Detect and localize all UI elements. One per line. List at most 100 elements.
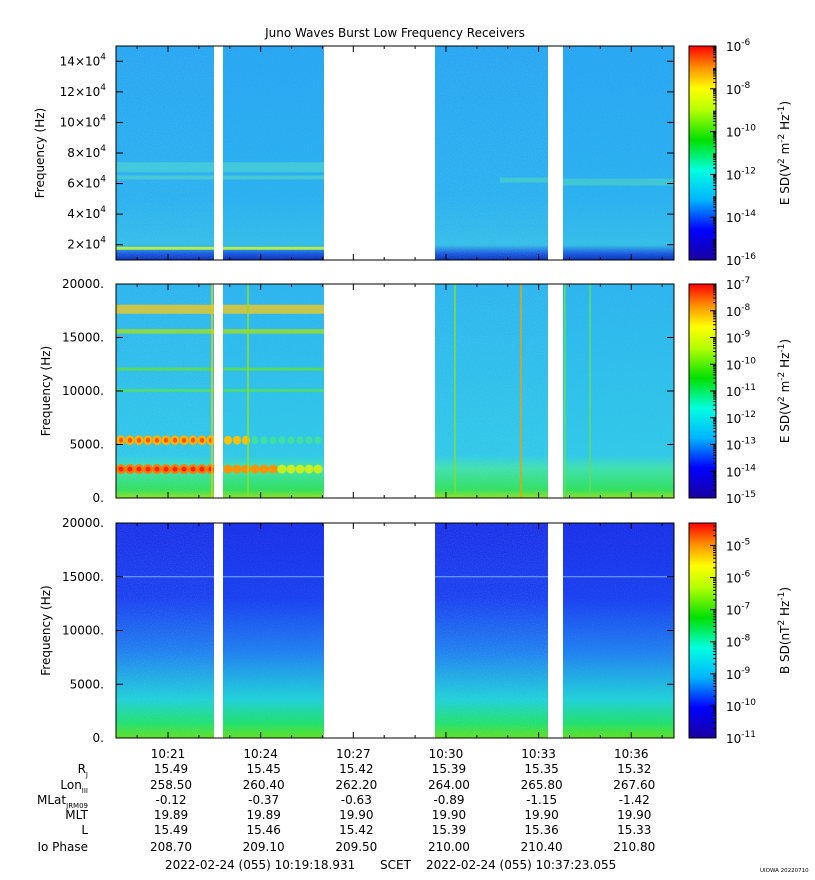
ephemeris-value: -1.15 [526, 793, 557, 807]
ephemeris-value: 15.49 [154, 762, 188, 776]
ephemeris-value: -0.63 [341, 793, 372, 807]
y-tick-label: 20000. [62, 516, 104, 530]
y-tick-label: 10×104 [60, 113, 107, 129]
emission-blob [172, 466, 178, 472]
noise-texture [435, 46, 548, 260]
emission-blob [296, 436, 304, 445]
colorbar-scale [688, 45, 717, 261]
emission-blob [191, 437, 195, 443]
emission-blob [190, 466, 196, 472]
ephemeris-value: 262.20 [335, 778, 377, 792]
ephemeris-value: 210.40 [521, 840, 563, 854]
emission-blob [173, 437, 177, 443]
y-tick-label: 20000. [62, 277, 104, 291]
data-gap [324, 523, 435, 738]
colorbar-label: E SD(V2 m-2 Hz-1) [777, 339, 792, 443]
ephemeris-row-label: Io Phase [37, 840, 88, 854]
ephemeris-value: 19.90 [617, 808, 651, 822]
spectrogram-panels: 2×104 4×104 6×104 8×104 10×104 12×104 14×104 Fr… [33, 38, 792, 746]
ephemeris-value: 15.36 [524, 823, 558, 837]
colorbar-tick-label: 10-8 [726, 303, 751, 319]
colorbar-tick-label: 10-10 [726, 124, 756, 140]
emission-blob [286, 464, 296, 474]
noise-texture [223, 46, 324, 260]
noise-texture [116, 46, 214, 260]
colorbar-label: B SD(nT2 Hz-1) [777, 587, 792, 674]
x-tick-label: 10:21 [151, 747, 186, 761]
data-gap [548, 523, 563, 738]
ephemeris-value: -0.12 [155, 793, 186, 807]
noise-texture [435, 523, 548, 738]
ephemeris-value: 15.45 [246, 762, 280, 776]
noise-texture [435, 284, 548, 498]
ephemeris-value: 258.50 [150, 778, 192, 792]
y-tick-label: 10000. [62, 624, 104, 638]
emission-blob [295, 464, 305, 474]
ephemeris-row-label: L [81, 823, 88, 837]
chart-title: Juno Waves Burst Low Frequency Receivers [264, 26, 525, 40]
colorbar-tick-label: 10-7 [726, 602, 750, 618]
data-gap [548, 284, 563, 498]
emission-blob [277, 464, 287, 474]
emission-blob [146, 437, 150, 443]
panel-3: 0. 5000. 10000. 15000. 20000. Frequency (Hz) 1… [39, 516, 792, 746]
ephemeris-value: 15.33 [617, 823, 651, 837]
emission-blob [232, 464, 242, 474]
emission-blob [224, 435, 232, 445]
y-tick-label: 14×104 [60, 52, 107, 68]
ephemeris-value: 208.70 [150, 840, 192, 854]
colorbar-tick-label: 10-8 [726, 81, 751, 97]
colorbar-tick-label: 10-7 [726, 276, 750, 292]
ephemeris-value: 210.80 [613, 840, 655, 854]
emission-blob [269, 436, 277, 445]
spectrogram-1 [116, 46, 674, 260]
y-tick-label: 6×104 [67, 175, 106, 191]
ephemeris-value: 267.60 [613, 778, 655, 792]
emission-blob [199, 466, 205, 472]
ephemeris-row-label: LonIII [60, 778, 88, 795]
emission-blob [233, 435, 241, 445]
ephemeris-row-label: RJ [78, 762, 88, 779]
emission-blob [251, 436, 259, 445]
y-tick-label: 4×104 [67, 205, 106, 221]
emission-blob [242, 435, 250, 445]
emission-blob [314, 436, 322, 445]
emission-blob [145, 466, 151, 472]
emission-blob [304, 464, 314, 474]
watermark: UIOWA 20220710 [760, 868, 809, 874]
emission-blob [278, 436, 286, 445]
y-tick-label: 15000. [62, 570, 104, 584]
emission-blob [182, 437, 186, 443]
emission-blob [260, 436, 268, 445]
ephemeris-value: 19.90 [524, 808, 558, 822]
y-tick-label: 5000. [70, 677, 104, 691]
ephemeris-value: 19.90 [432, 808, 466, 822]
x-tick-label: 10:33 [521, 747, 556, 761]
emission-blob [163, 466, 169, 472]
colorbar-tick-label: 10-10 [726, 356, 756, 372]
data-gap [324, 284, 435, 498]
ephemeris-value: 19.89 [154, 808, 188, 822]
colorbar-1: 10-6 10-8 10-10 10-12 10-14 10-16 E SD(V2 m-2 … [688, 38, 792, 268]
colorbar-tick-label: 10-5 [726, 537, 750, 553]
y-tick-label: 15000. [62, 331, 104, 345]
data-gap [214, 46, 223, 260]
noise-texture [563, 46, 674, 260]
ephemeris-value: 15.42 [339, 823, 373, 837]
y-axis-label: Frequency (Hz) [39, 585, 53, 676]
colorbar-tick-label: 10-12 [726, 166, 756, 182]
data-gap [214, 523, 223, 738]
emission-blob [223, 464, 233, 474]
ephemeris-value: 260.40 [243, 778, 285, 792]
colorbar-tick-label: 10-13 [726, 437, 756, 453]
ephemeris-value: -0.89 [433, 793, 464, 807]
emission-blob [241, 464, 251, 474]
ephemeris-value: 15.35 [524, 762, 558, 776]
spectrogram-2 [116, 284, 674, 498]
x-tick-label: 10:24 [243, 747, 278, 761]
colorbar-label: E SD(V2 m-2 Hz-1) [777, 101, 792, 205]
noise-texture [563, 523, 674, 738]
colorbar-tick-label: 10-14 [726, 463, 756, 479]
colorbar-scale [688, 522, 717, 739]
